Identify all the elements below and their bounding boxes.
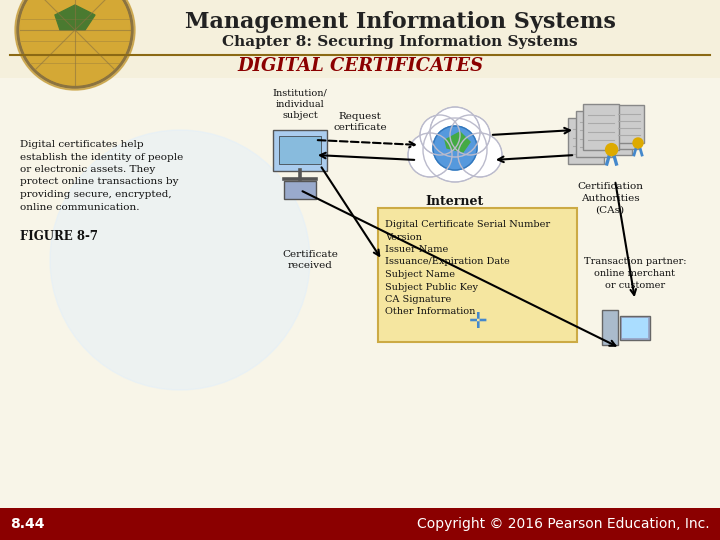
Text: Digital certificates help
establish the identity of people
or electronic assets.: Digital certificates help establish the … — [20, 140, 184, 212]
Circle shape — [20, 0, 130, 85]
Text: Digital Certificate Serial Number
Version
Issuer Name
Issuance/Expiration Date
S: Digital Certificate Serial Number Versio… — [385, 220, 550, 316]
Text: Certificate
received: Certificate received — [282, 250, 338, 270]
FancyBboxPatch shape — [620, 316, 650, 340]
FancyBboxPatch shape — [568, 118, 604, 164]
Circle shape — [420, 115, 460, 155]
Circle shape — [423, 118, 487, 182]
Circle shape — [606, 144, 618, 156]
FancyBboxPatch shape — [0, 508, 720, 540]
FancyBboxPatch shape — [0, 78, 720, 508]
FancyBboxPatch shape — [0, 0, 720, 80]
Text: Management Information Systems: Management Information Systems — [184, 11, 616, 33]
Text: Internet: Internet — [426, 195, 484, 208]
Circle shape — [450, 115, 490, 155]
Polygon shape — [445, 132, 470, 152]
Text: Chapter 8: Securing Information Systems: Chapter 8: Securing Information Systems — [222, 35, 578, 49]
Text: Certification
Authorities
(CAs): Certification Authorities (CAs) — [577, 182, 643, 214]
FancyBboxPatch shape — [622, 318, 648, 338]
Circle shape — [458, 133, 502, 177]
Circle shape — [430, 107, 480, 157]
Circle shape — [633, 138, 643, 148]
FancyBboxPatch shape — [602, 117, 632, 155]
Circle shape — [20, 0, 130, 85]
Circle shape — [15, 0, 135, 90]
FancyBboxPatch shape — [273, 130, 327, 171]
FancyBboxPatch shape — [614, 105, 644, 143]
Text: FIGURE 8-7: FIGURE 8-7 — [20, 230, 98, 243]
FancyBboxPatch shape — [602, 310, 618, 345]
FancyBboxPatch shape — [575, 111, 611, 157]
FancyBboxPatch shape — [284, 181, 315, 199]
Text: Institution/
individual
subject: Institution/ individual subject — [273, 89, 328, 120]
FancyBboxPatch shape — [378, 208, 577, 342]
Circle shape — [17, 0, 133, 88]
Text: DIGITAL CERTIFICATES: DIGITAL CERTIFICATES — [237, 57, 483, 75]
Text: Copyright © 2016 Pearson Education, Inc.: Copyright © 2016 Pearson Education, Inc. — [418, 517, 710, 531]
Circle shape — [50, 130, 310, 390]
Circle shape — [433, 126, 477, 170]
Text: ✛: ✛ — [469, 312, 487, 332]
FancyBboxPatch shape — [582, 104, 618, 150]
Text: 8.44: 8.44 — [10, 517, 45, 531]
Text: Transaction partner:
online merchant
or customer: Transaction partner: online merchant or … — [584, 258, 686, 290]
Text: Request
certificate: Request certificate — [333, 112, 387, 132]
FancyBboxPatch shape — [150, 55, 570, 77]
Polygon shape — [55, 5, 95, 30]
Circle shape — [408, 133, 452, 177]
FancyBboxPatch shape — [608, 111, 638, 149]
FancyBboxPatch shape — [279, 136, 321, 164]
